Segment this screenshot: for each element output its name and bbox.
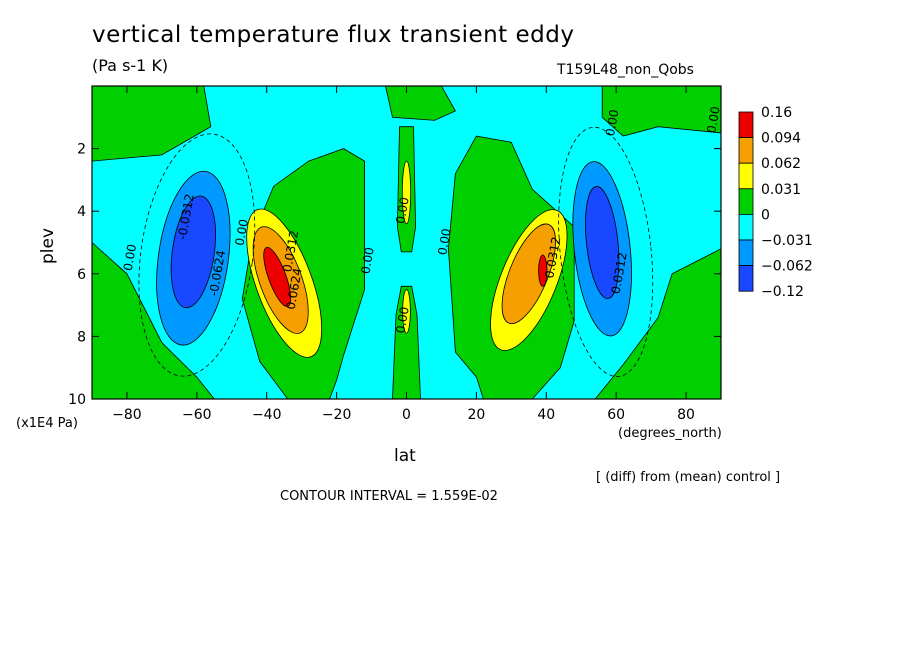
colorbar-swatch <box>738 111 754 139</box>
x-tick-label: −60 <box>182 407 212 423</box>
region-red-south <box>263 246 292 307</box>
region-red-north <box>538 254 548 287</box>
x-tick-label: 40 <box>537 407 555 423</box>
y-tick-label: 10 <box>68 392 86 408</box>
contour-interval: CONTOUR INTERVAL = 1.559E-02 <box>280 489 498 504</box>
colorbar-label: 0.062 <box>761 156 801 172</box>
x-tick-label: −40 <box>252 407 282 423</box>
x-tick-label: 80 <box>677 407 695 423</box>
contour-label: 0.00 <box>121 243 139 272</box>
contour-label: 0.00 <box>233 218 251 247</box>
x-axis-label: lat <box>394 446 416 466</box>
diff-note: [ (diff) from (mean) control ] <box>596 470 781 485</box>
dashed-contour-south <box>138 133 256 377</box>
colorbar-swatch <box>738 188 754 215</box>
chart-units: (Pa s-1 K) <box>92 56 169 75</box>
y-axis-label: plev <box>38 227 58 264</box>
colorbar-label: 0.031 <box>761 182 801 198</box>
x-tick-label: −80 <box>112 407 142 423</box>
region-blue-south <box>170 195 216 309</box>
contour-label: 0.00 <box>435 227 453 256</box>
region-yellow-equator-lower <box>402 289 411 334</box>
region-blue-north <box>585 186 620 299</box>
region-yellow-equator-upper <box>401 160 412 225</box>
y-tick-label: 4 <box>77 204 86 220</box>
colorbar: 0.16 0.094 0.062 0.031 0 −0.031 −0.062 −0.12 <box>738 105 813 300</box>
x-tick-label: 20 <box>467 407 485 423</box>
contour-label: 0.00 <box>393 306 411 335</box>
contour-field <box>91 85 722 400</box>
contour-label: 0.00 <box>358 246 376 275</box>
x-tick-label: 0 <box>402 407 411 423</box>
colorbar-swatch <box>738 265 754 292</box>
contour-label: 0.00 <box>393 196 411 225</box>
colorbar-swatch <box>738 162 754 190</box>
x-tick-label: −20 <box>322 407 352 423</box>
contour-label: 0.00 <box>603 108 621 137</box>
y-tick-label: 6 <box>77 267 86 283</box>
colorbar-label: 0.16 <box>761 105 792 121</box>
colorbar-swatch <box>738 239 754 267</box>
colorbar-label: −0.062 <box>761 259 813 275</box>
x-axis-unit: (degrees_north) <box>618 426 722 441</box>
colorbar-label: 0.094 <box>761 131 801 147</box>
chart-title: vertical temperature flux transient eddy <box>92 22 575 48</box>
colorbar-swatch <box>738 137 754 164</box>
y-axis-unit: (x1E4 Pa) <box>16 416 78 431</box>
run-label: T159L48_non_Qobs <box>557 62 694 78</box>
colorbar-swatch <box>738 213 754 241</box>
colorbar-label: −0.12 <box>761 284 804 300</box>
dashed-contour-north <box>558 126 654 377</box>
x-tick-label: 60 <box>607 407 625 423</box>
y-tick-label: 2 <box>77 142 86 158</box>
colorbar-label: −0.031 <box>761 233 813 249</box>
axes: −80 −60 −40 −20 0 20 40 60 80 2 4 6 8 10 <box>68 86 721 423</box>
colorbar-label: 0 <box>761 207 770 223</box>
contour-label: 0.00 <box>704 105 722 134</box>
region-orange-north <box>501 223 556 325</box>
y-tick-label: 8 <box>77 329 86 345</box>
